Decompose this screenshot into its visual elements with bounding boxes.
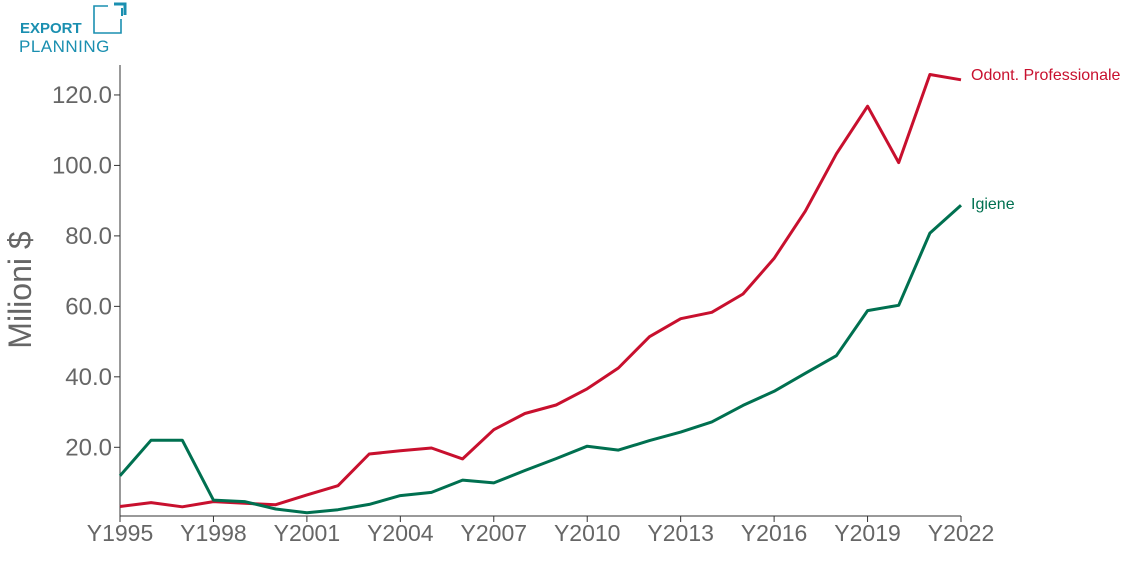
series-lines: [118, 73, 963, 515]
y-axis-label: Milioni $: [2, 231, 38, 349]
y-tick-label: 40.0: [65, 364, 112, 391]
x-tick-label: Y2001: [274, 520, 341, 546]
y-tick-label: 20.0: [65, 434, 112, 461]
x-tick-label: Y2007: [461, 520, 528, 546]
x-tick-label: Y2010: [554, 520, 621, 546]
y-tick-label: 120.0: [52, 82, 112, 109]
y-tick-label: 60.0: [65, 293, 112, 320]
series-line-0: [119, 73, 962, 509]
y-tick-label: 100.0: [52, 152, 112, 179]
series-labels: Odont. Professionale Igiene: [971, 67, 1121, 213]
series-line-1: [118, 204, 963, 515]
logo-text-export: EXPORT: [20, 20, 82, 37]
logo-text-planning: PLANNING: [19, 37, 110, 56]
x-ticks: Y1995 Y1998 Y2001 Y2004 Y2007 Y2010 Y2013 Y2016…: [87, 516, 995, 546]
x-tick-label: Y2013: [647, 520, 714, 546]
y-ticks: 20.0 40.0 60.0 80.0 100.0 120.0: [52, 82, 120, 461]
x-tick-label: Y2022: [928, 520, 995, 546]
series-label-0: Odont. Professionale: [971, 67, 1121, 84]
x-tick-label: Y1995: [87, 520, 154, 546]
logo-square-icon: [93, 2, 127, 34]
x-tick-label: Y1998: [180, 520, 247, 546]
series-label-1: Igiene: [971, 196, 1015, 213]
x-tick-label: Y2004: [367, 520, 434, 546]
export-planning-logo: EXPORT PLANNING: [19, 2, 127, 56]
y-tick-label: 80.0: [65, 223, 112, 250]
x-tick-label: Y2019: [834, 520, 901, 546]
x-tick-label: Y2016: [741, 520, 808, 546]
